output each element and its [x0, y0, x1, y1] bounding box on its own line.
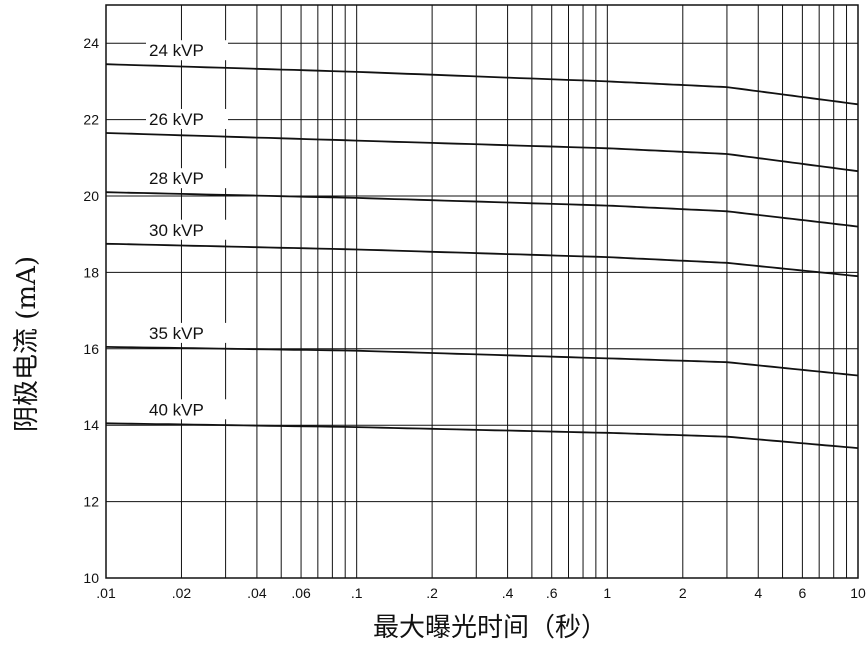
y-tick-label: 12 [83, 494, 99, 510]
series-line [105, 242, 859, 278]
x-tick-label: .01 [96, 585, 116, 601]
tick-label-layer: .01.02.04.06.1.2.4.6 1 2 4 6 1010121416182022… [83, 35, 866, 601]
series-label: 24 kVP [149, 41, 204, 60]
x-tick-label: 6 [798, 585, 806, 601]
y-tick-label: 14 [83, 417, 99, 433]
series-label-background [146, 168, 228, 189]
y-tick-label: 22 [83, 112, 99, 128]
x-tick-label: .1 [351, 585, 363, 601]
series-layer [105, 63, 859, 449]
series-line [105, 63, 859, 106]
x-tick-label: 2 [679, 585, 687, 601]
x-tick-label: 10 [850, 585, 866, 601]
y-tick-label: 18 [83, 264, 99, 280]
series-label: 26 kVP [149, 110, 204, 129]
x-tick-label: .04 [247, 585, 267, 601]
y-tick-label: 16 [83, 341, 99, 357]
series-label: 30 kVP [149, 221, 204, 240]
x-tick-label: .6 [546, 585, 558, 601]
series-line [105, 422, 859, 449]
series-label: 35 kVP [149, 324, 204, 343]
y-tick-label: 24 [83, 35, 99, 51]
series-line [105, 346, 859, 377]
x-tick-label: 4 [754, 585, 762, 601]
series-label: 40 kVP [149, 400, 204, 419]
series-line [105, 191, 859, 228]
y-tick-label: 20 [83, 188, 99, 204]
series-label-background [146, 399, 228, 420]
y-axis-title: 阴极电流 (mA) [12, 256, 42, 432]
x-tick-label: 1 [603, 585, 611, 601]
series-line [105, 132, 859, 173]
x-tick-label: .2 [426, 585, 438, 601]
series-label-background [146, 219, 228, 240]
series-label: 28 kVP [149, 169, 204, 188]
plot-frame [105, 4, 859, 579]
x-tick-label: .4 [502, 585, 514, 601]
series-label-background [146, 40, 228, 61]
x-tick-label: .02 [172, 585, 192, 601]
x-axis-title: 最大曝光时间（秒） [373, 613, 607, 643]
series-label-background [146, 108, 228, 129]
grid-layer [105, 4, 859, 579]
y-tick-label: 10 [83, 570, 99, 586]
series-label-layer: 24 kVP 26 kVP 28 kVP 30 kVP 35 kVP 40 kVP [146, 40, 228, 420]
series-label-background [146, 322, 228, 343]
x-tick-label: .06 [291, 585, 311, 601]
